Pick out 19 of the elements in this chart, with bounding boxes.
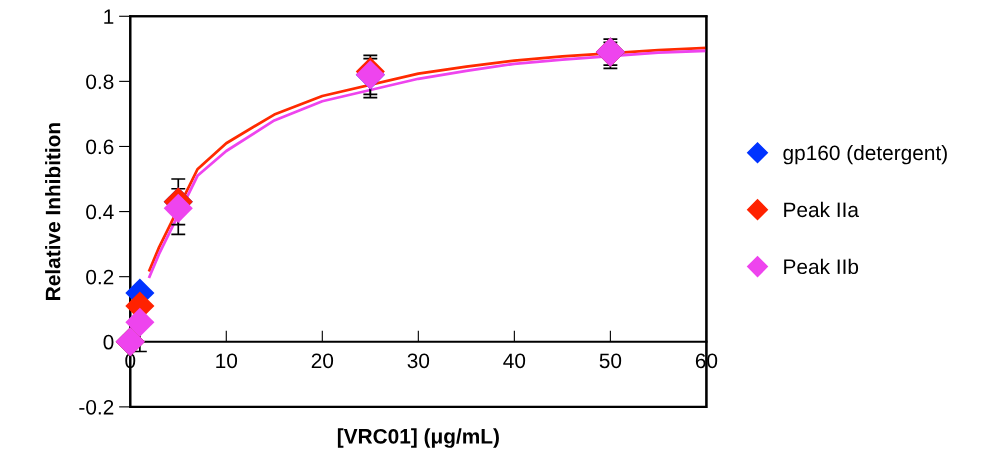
x-axis-title: [VRC01] (μg/mL) (337, 428, 499, 448)
point (163, 193, 193, 223)
y-tick-label: 0.2 (86, 269, 114, 285)
x-tick-label: 10 (216, 353, 238, 369)
legend-label: Peak IIb (784, 258, 859, 275)
legend-label: gp160 (detergent) (783, 144, 947, 165)
x-tick-label: 30 (407, 353, 430, 369)
y-tick-label: 1 (104, 9, 114, 24)
y-tick-label: 0 (103, 334, 114, 350)
x-tick-label: 20 (311, 353, 334, 369)
y-tick-label: -0.2 (79, 399, 114, 415)
legend-label: Peak IIa (784, 201, 859, 218)
point (125, 307, 155, 337)
y-tick-label: 0.6 (86, 139, 114, 155)
x-tick-label: 50 (599, 353, 622, 369)
y-tick-label: 0.4 (86, 204, 114, 220)
y-axis-title: Relative Inhibition (45, 123, 61, 300)
y-tick-label: 0.8 (86, 74, 114, 90)
x-tick-label: 40 (503, 353, 526, 369)
